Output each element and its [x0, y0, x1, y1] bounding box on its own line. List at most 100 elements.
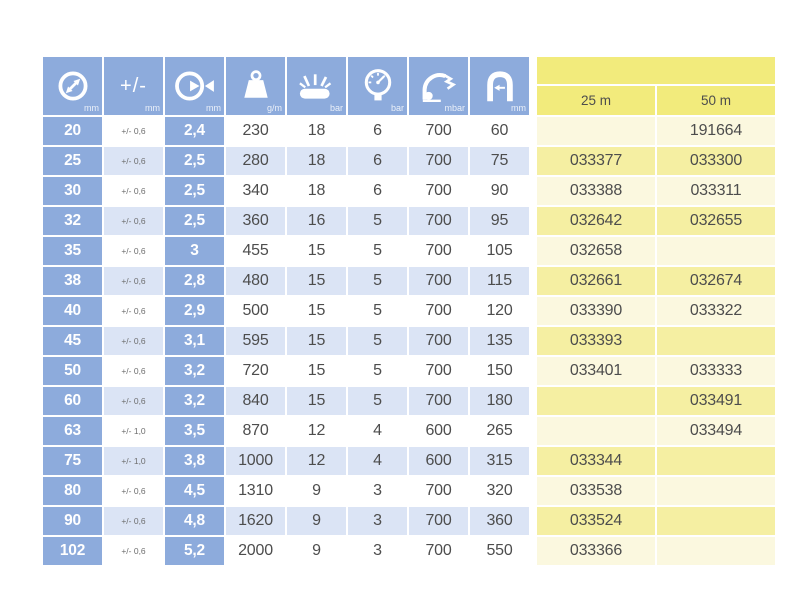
wall-thickness-value: 2,4 — [165, 117, 224, 145]
order-code-25m: 033388 — [537, 177, 655, 205]
tolerance-value: +/- 0,6 — [104, 267, 163, 295]
wall-thickness-value: 3,5 — [165, 417, 224, 445]
working-pressure-value: 4 — [348, 417, 407, 445]
bend-radius-value: 135 — [470, 327, 529, 355]
order-code-25m: 033390 — [537, 297, 655, 325]
column-header-inner-diameter: mm — [43, 57, 102, 115]
weight-value: 280 — [226, 147, 285, 175]
order-code-25m: 033377 — [537, 147, 655, 175]
working-pressure-value: 5 — [348, 207, 407, 235]
bend-radius-value: 105 — [470, 237, 529, 265]
tolerance-value: +/- 0,6 — [104, 507, 163, 535]
length-header-band — [537, 57, 775, 84]
column-unit: mm — [511, 103, 526, 113]
working-pressure-value: 5 — [348, 387, 407, 415]
column-header-burst-pressure: bar — [287, 57, 346, 115]
column-header-bend-radius: mm — [470, 57, 529, 115]
inner-diameter-value: 102 — [43, 537, 102, 565]
working-pressure-value: 5 — [348, 297, 407, 325]
tolerance-value: +/- 0,6 — [104, 357, 163, 385]
working-pressure-value: 5 — [348, 237, 407, 265]
order-code-50m — [657, 537, 775, 565]
weight-value: 455 — [226, 237, 285, 265]
table-row: 32 +/- 0,6 2,5 360 16 5 700 95 032642 032655 — [43, 207, 775, 235]
column-spacer — [531, 387, 535, 415]
weight-value: 2000 — [226, 537, 285, 565]
vacuum-value: 700 — [409, 327, 468, 355]
vacuum-value: 700 — [409, 237, 468, 265]
vacuum-value: 600 — [409, 447, 468, 475]
vacuum-value: 700 — [409, 537, 468, 565]
burst-pressure-value: 18 — [287, 117, 346, 145]
order-code-25m: 033538 — [537, 477, 655, 505]
working-pressure-value: 4 — [348, 447, 407, 475]
order-code-50m — [657, 237, 775, 265]
order-code-25m: 033524 — [537, 507, 655, 535]
table-body: 20 +/- 0,6 2,4 230 18 6 700 60 191664 25 +/- 0,6 2,… — [43, 117, 775, 565]
inner-diameter-value: 50 — [43, 357, 102, 385]
wall-thickness-value: 4,5 — [165, 477, 224, 505]
bend-radius-value: 320 — [470, 477, 529, 505]
wall-thickness-icon — [174, 68, 216, 104]
tolerance-value: +/- 0,6 — [104, 177, 163, 205]
column-header-tolerance: +/- mm — [104, 57, 163, 115]
table-row: 20 +/- 0,6 2,4 230 18 6 700 60 191664 — [43, 117, 775, 145]
bend-radius-value: 360 — [470, 507, 529, 535]
bend-radius-value: 550 — [470, 537, 529, 565]
order-code-50m — [657, 507, 775, 535]
vacuum-value: 700 — [409, 387, 468, 415]
burst-pressure-icon — [297, 68, 337, 104]
burst-pressure-value: 18 — [287, 147, 346, 175]
order-code-50m — [657, 447, 775, 475]
wall-thickness-value: 3,2 — [165, 387, 224, 415]
burst-pressure-value: 15 — [287, 237, 346, 265]
tolerance-value: +/- 0,6 — [104, 237, 163, 265]
order-code-50m: 033494 — [657, 417, 775, 445]
table-row: 75 +/- 1,0 3,8 1000 12 4 600 315 033344 — [43, 447, 775, 475]
column-header-vacuum: mbar — [409, 57, 468, 115]
order-code-50m — [657, 477, 775, 505]
column-spacer — [531, 237, 535, 265]
column-spacer — [531, 537, 535, 565]
order-code-50m: 033311 — [657, 177, 775, 205]
table-row: 90 +/- 0,6 4,8 1620 9 3 700 360 033524 — [43, 507, 775, 535]
hose-spec-table: mm +/- mm mm g/m — [43, 57, 775, 565]
bend-radius-value: 115 — [470, 267, 529, 295]
order-code-50m: 033333 — [657, 357, 775, 385]
column-header-wall-thickness: mm — [165, 57, 224, 115]
wall-thickness-value: 3 — [165, 237, 224, 265]
vacuum-value: 700 — [409, 177, 468, 205]
table-row: 25 +/- 0,6 2,5 280 18 6 700 75 033377 033300 — [43, 147, 775, 175]
vacuum-value: 600 — [409, 417, 468, 445]
order-code-25m: 033401 — [537, 357, 655, 385]
order-code-50m: 033300 — [657, 147, 775, 175]
column-spacer — [531, 477, 535, 505]
bend-radius-icon — [482, 68, 518, 104]
inner-diameter-value: 20 — [43, 117, 102, 145]
vacuum-value: 700 — [409, 207, 468, 235]
working-pressure-value: 6 — [348, 147, 407, 175]
column-spacer — [531, 327, 535, 355]
order-code-25m: 032642 — [537, 207, 655, 235]
table-row: 38 +/- 0,6 2,8 480 15 5 700 115 032661 032674 — [43, 267, 775, 295]
order-code-50m: 191664 — [657, 117, 775, 145]
order-code-50m: 032674 — [657, 267, 775, 295]
table-row: 40 +/- 0,6 2,9 500 15 5 700 120 033390 033322 — [43, 297, 775, 325]
order-code-50m: 032655 — [657, 207, 775, 235]
vacuum-value: 700 — [409, 147, 468, 175]
column-unit: bar — [329, 103, 343, 113]
weight-value: 1000 — [226, 447, 285, 475]
order-code-50m: 033491 — [657, 387, 775, 415]
vacuum-value: 700 — [409, 297, 468, 325]
wall-thickness-value: 4,8 — [165, 507, 224, 535]
wall-thickness-value: 5,2 — [165, 537, 224, 565]
column-spacer — [531, 117, 535, 145]
tolerance-value: +/- 1,0 — [104, 417, 163, 445]
column-unit: g/m — [266, 103, 282, 113]
inner-diameter-value: 40 — [43, 297, 102, 325]
table-row: 35 +/- 0,6 3 455 15 5 700 105 032658 — [43, 237, 775, 265]
working-pressure-value: 3 — [348, 507, 407, 535]
column-spacer — [531, 297, 535, 325]
tolerance-value: +/- 0,6 — [104, 537, 163, 565]
tolerance-value: +/- 0,6 — [104, 387, 163, 415]
